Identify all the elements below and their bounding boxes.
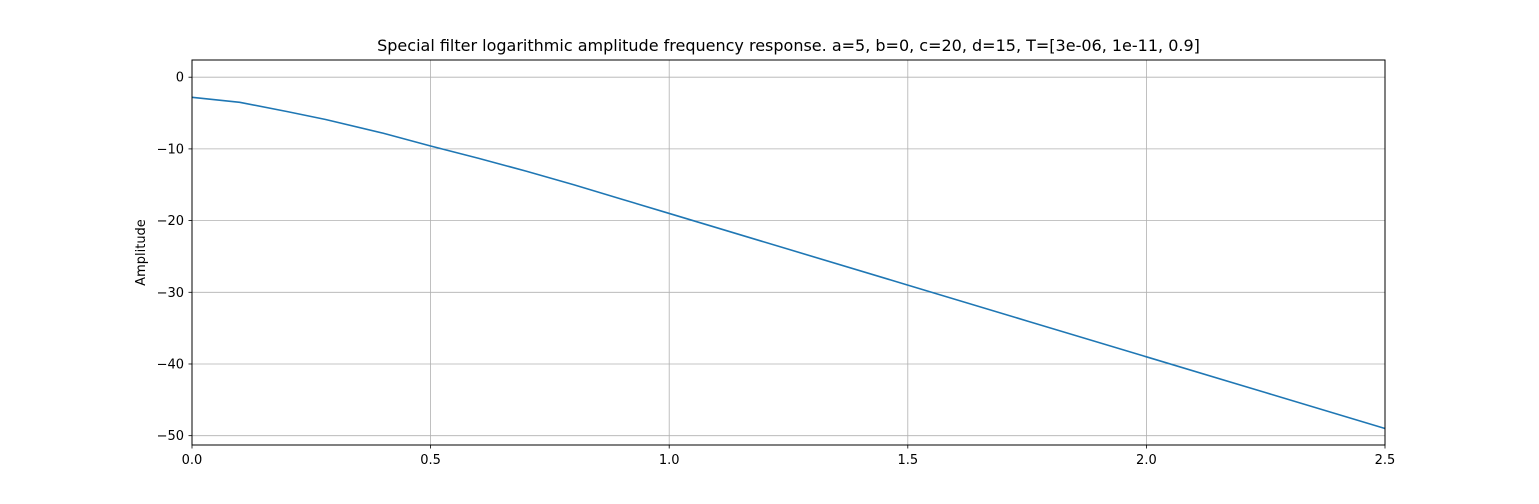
- series-line: [191, 96, 1386, 430]
- y-tick-label: −40: [157, 357, 184, 372]
- y-tick-label: −20: [157, 214, 184, 229]
- x-tick-label: 0.0: [182, 453, 203, 468]
- y-tick-label: 0: [176, 71, 184, 86]
- x-tick-label: 1.5: [897, 453, 918, 468]
- y-tick-label: −10: [157, 142, 184, 157]
- x-tick-label: 0.5: [420, 453, 441, 468]
- y-axis-label: Amplitude: [134, 219, 149, 286]
- series: [191, 96, 1386, 430]
- chart-title: Special filter logarithmic amplitude fre…: [377, 36, 1200, 55]
- y-tick-label: −50: [157, 429, 184, 444]
- x-tick-label: 1.0: [659, 453, 680, 468]
- y-tick-label: −30: [157, 286, 184, 301]
- ticks: 0.0 0.5 1.0 1.5 2.0 2.5 0 −10 −20 −30 −40 −50: [157, 71, 1396, 468]
- x-tick-label: 2.0: [1136, 453, 1157, 468]
- x-tick-label: 2.5: [1375, 453, 1396, 468]
- plot-frame: [191, 59, 1386, 446]
